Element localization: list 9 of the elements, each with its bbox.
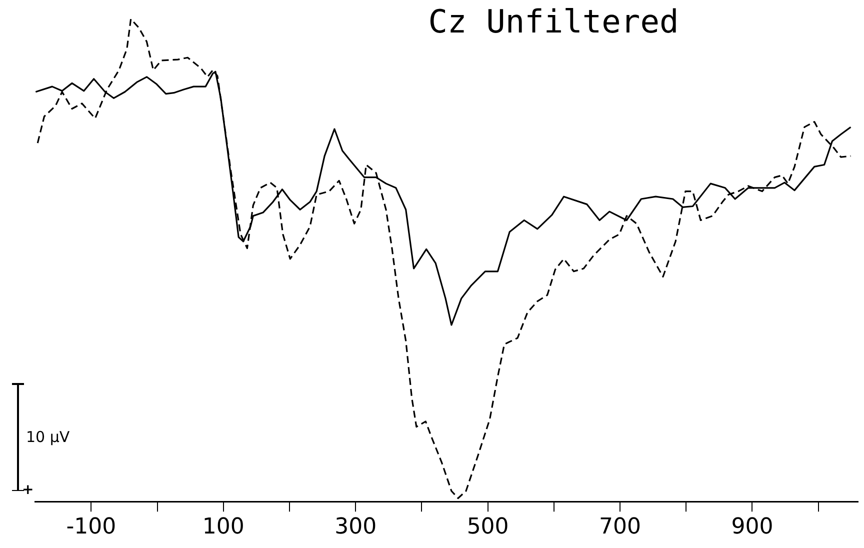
- x-tick-label: 100: [202, 514, 244, 540]
- chart-title: Cz Unfiltered: [428, 2, 679, 40]
- x-tick-label: 700: [599, 514, 642, 540]
- x-tick-label: 900: [731, 514, 774, 540]
- x-tick-label: -100: [66, 514, 116, 540]
- x-tick-label: 500: [466, 514, 509, 540]
- text: +: [22, 482, 34, 498]
- annotation: 10 µV: [26, 428, 70, 446]
- x-tick-label: 300: [334, 514, 377, 540]
